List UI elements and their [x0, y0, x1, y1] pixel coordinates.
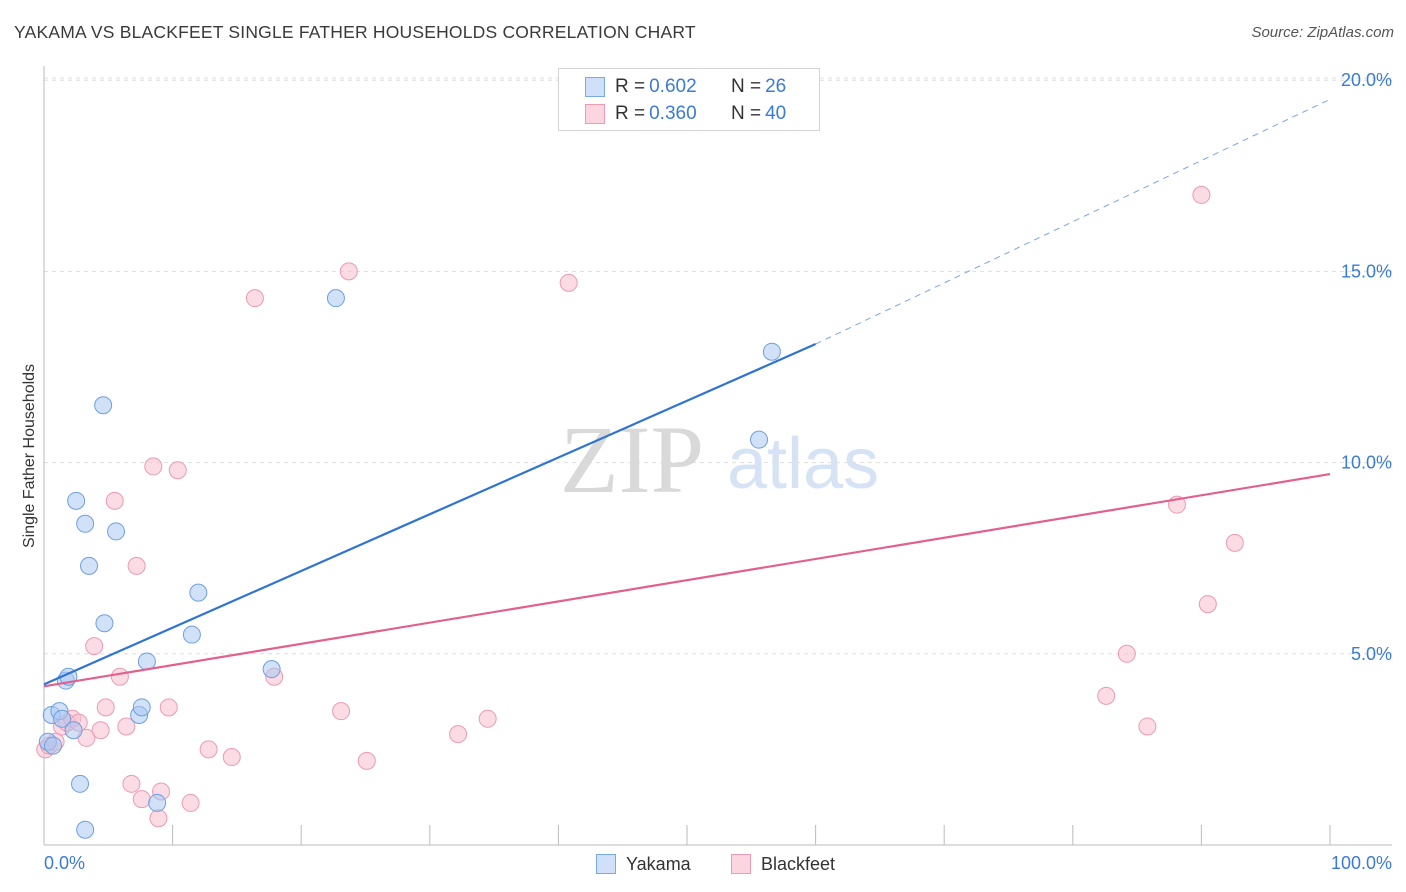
- blackfeet-point: [96, 698, 115, 717]
- yakama-point: [95, 614, 114, 633]
- y-tick-label: 20.0%: [1341, 70, 1392, 90]
- bottom-legend-blackfeet-label: Blackfeet: [761, 853, 836, 874]
- blackfeet-trend-line: [43, 472, 1331, 688]
- legend-r-value: 0.360: [649, 103, 697, 124]
- blackfeet-point: [357, 751, 376, 770]
- yakama-trend-line: [43, 343, 817, 686]
- blackfeet-point: [449, 725, 468, 744]
- yakama-point: [148, 793, 167, 812]
- bottom-swatch-yakama: [596, 854, 616, 874]
- legend-row-yakama: R = 0.602: [585, 75, 697, 99]
- blackfeet-point: [132, 790, 151, 809]
- blackfeet-point: [105, 491, 124, 510]
- yakama-point: [189, 583, 208, 602]
- yakama-trend-extension: [815, 98, 1331, 345]
- yakama-point: [182, 625, 201, 644]
- blackfeet-point: [127, 556, 146, 575]
- yakama-point: [326, 289, 345, 308]
- legend-swatch-yakama: [585, 77, 605, 97]
- source-label: Source: ZipAtlas.com: [1251, 24, 1394, 41]
- blackfeet-point: [332, 702, 351, 721]
- x-tick-label-min: 0.0%: [44, 853, 85, 873]
- blackfeet-point: [144, 457, 163, 476]
- yakama-point: [44, 736, 63, 755]
- blackfeet-point: [1097, 686, 1116, 705]
- blackfeet-point: [122, 774, 141, 793]
- bottom-legend-yakama-label: Yakama: [626, 853, 691, 874]
- yakama-point: [107, 522, 126, 541]
- blackfeet-point: [117, 717, 136, 736]
- legend-r-label: R =: [615, 76, 646, 97]
- blackfeet-point: [149, 809, 168, 828]
- yakama-point: [76, 514, 95, 533]
- yakama-point: [132, 698, 151, 717]
- bottom-legend-yakama: Yakama: [596, 852, 691, 876]
- yakama-point: [750, 430, 769, 449]
- grid-lines: [44, 77, 1392, 655]
- blackfeet-point: [1117, 644, 1136, 663]
- yakama-point: [94, 396, 113, 415]
- yakama-point: [80, 556, 99, 575]
- legend-r-label: R =: [615, 103, 646, 124]
- blackfeet-point: [1198, 595, 1217, 614]
- blackfeet-point: [91, 721, 110, 740]
- trend-lines: [43, 98, 1331, 688]
- bottom-swatch-blackfeet: [731, 854, 751, 874]
- blackfeet-point: [181, 793, 200, 812]
- yakama-point: [53, 709, 72, 728]
- y-axis-label: Single Father Households: [21, 363, 38, 549]
- blackfeet-point: [559, 273, 578, 292]
- blackfeet-point: [339, 262, 358, 281]
- legend-n-value: 26: [765, 76, 787, 97]
- yakama-points: [38, 289, 781, 839]
- legend-r-value: 0.602: [649, 76, 697, 97]
- blackfeet-point: [222, 748, 241, 767]
- x-tick-label-max: 100.0%: [1331, 853, 1392, 873]
- correlation-legend: R = 0.602 N = 26 R = 0.360 N = 40: [558, 68, 820, 131]
- blackfeet-point: [110, 667, 129, 686]
- axes: [43, 66, 1392, 846]
- y-tick-label: 5.0%: [1351, 644, 1392, 664]
- watermark-zip: ZIP: [560, 406, 704, 513]
- yakama-point: [76, 820, 95, 839]
- legend-row-blackfeet: R = 0.360: [585, 102, 697, 126]
- blackfeet-point: [1225, 533, 1244, 552]
- blackfeet-point: [199, 740, 218, 759]
- blackfeet-point: [245, 289, 264, 308]
- yakama-point: [762, 342, 781, 361]
- legend-n-label: N =: [731, 103, 762, 124]
- yakama-point: [64, 721, 83, 740]
- chart-title: YAKAMA VS BLACKFEET SINGLE FATHER HOUSEH…: [14, 22, 696, 42]
- legend-n-blackfeet: N = 40: [731, 102, 786, 126]
- blackfeet-point: [159, 698, 178, 717]
- legend-n-yakama: N = 26: [731, 75, 786, 99]
- watermark: ZIP atlas: [560, 406, 879, 513]
- yakama-point: [67, 491, 86, 510]
- yakama-point: [262, 660, 281, 679]
- watermark-atlas: atlas: [727, 424, 879, 504]
- blackfeet-point: [85, 637, 104, 656]
- legend-n-value: 40: [765, 103, 787, 124]
- y-tick-label: 15.0%: [1341, 261, 1392, 281]
- bottom-legend-blackfeet: Blackfeet: [731, 852, 835, 876]
- blackfeet-point: [1138, 717, 1157, 736]
- legend-n-label: N =: [731, 76, 762, 97]
- blackfeet-point: [478, 709, 497, 728]
- yakama-point: [71, 774, 90, 793]
- blackfeet-point: [1192, 185, 1211, 204]
- blackfeet-point: [168, 461, 187, 480]
- y-tick-label: 10.0%: [1341, 453, 1392, 473]
- legend-swatch-blackfeet: [585, 104, 605, 124]
- tick-labels: 5.0% 10.0% 15.0% 20.0% 0.0% 100.0%: [44, 70, 1392, 873]
